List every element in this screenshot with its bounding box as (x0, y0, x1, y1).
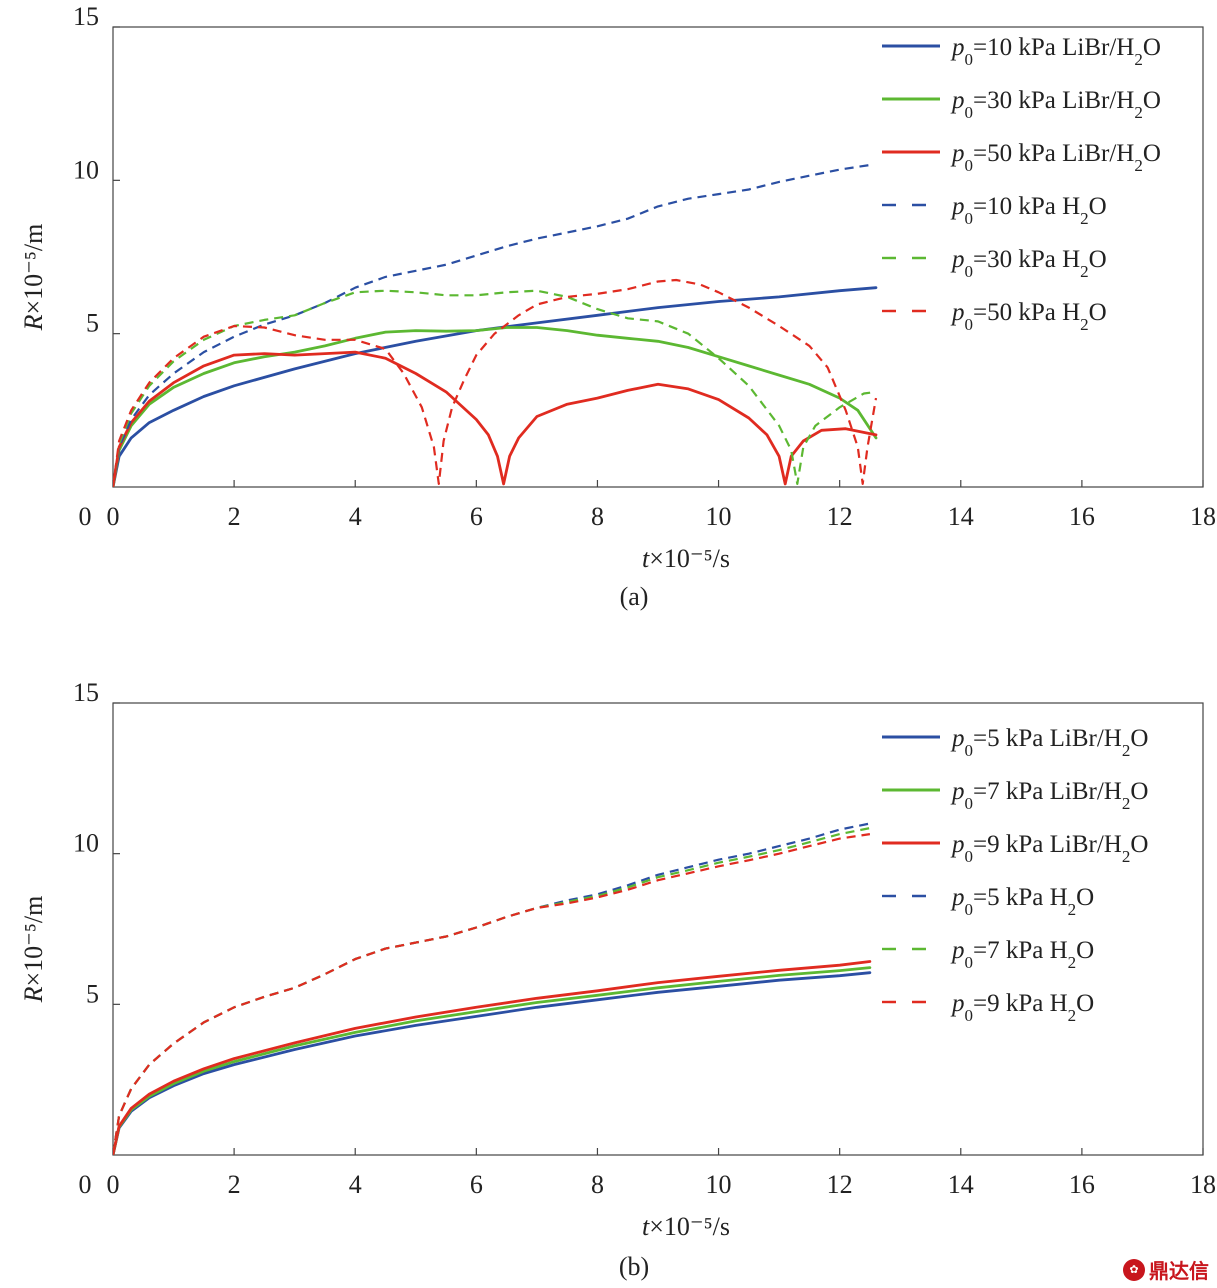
x-tick-label: 4 (349, 1170, 362, 1199)
series-line-5 (113, 827, 871, 1155)
legend-label: p0=5 kPa H2O (950, 884, 1094, 919)
series-line-6 (113, 833, 871, 1155)
y-axis-label: R×10⁻⁵/m (19, 224, 48, 332)
watermark-seal-icon: ✿ (1123, 1258, 1145, 1281)
x-tick-label: 16 (1069, 1170, 1095, 1199)
y-tick-label: 5 (86, 979, 99, 1008)
x-tick-label: 2 (228, 1170, 241, 1199)
chart-panel-a: 0 2 4 6 8 10 12 14 16 18 0 5 10 15 t×10⁻⁵/s R×10⁻⁵/m (a)… (19, 2, 1216, 611)
series-line-4 (113, 822, 871, 1155)
y-tick-label: 15 (73, 2, 99, 31)
series-line-2 (113, 326, 878, 487)
legend-label: p0=9 kPa H2O (950, 990, 1094, 1025)
x-axis-label: t×10⁻⁵/s (642, 1212, 730, 1241)
x-tick-label: 16 (1069, 502, 1095, 531)
watermark-logo: ✿ 鼎达信 (1123, 1255, 1209, 1284)
x-tick-label: 10 (706, 1170, 732, 1199)
legend-label: p0=7 kPa LiBr/H2O (950, 778, 1148, 813)
legend-label: p0=10 kPa H2O (950, 193, 1107, 228)
series-line-3 (113, 960, 872, 1155)
plot-frame (112, 702, 1204, 1156)
y-tick-label: 10 (73, 829, 99, 858)
x-tick-label: 10 (706, 502, 732, 531)
legend-label: p0=7 kPa H2O (950, 937, 1094, 972)
x-tick-label: 12 (827, 1170, 853, 1199)
legend-label: p0=30 kPa H2O (950, 246, 1107, 281)
legend-label: p0=30 kPa LiBr/H2O (950, 87, 1161, 122)
x-tick-label: 6 (470, 1170, 483, 1199)
legend-label: p0=10 kPa LiBr/H2O (950, 34, 1161, 69)
series-line-3 (113, 350, 878, 487)
x-tick-label: 0 (107, 1170, 120, 1199)
x-tick-label: 18 (1190, 502, 1216, 531)
legend-label: p0=50 kPa H2O (950, 299, 1107, 334)
y-axis-label: R×10⁻⁵/m (19, 896, 48, 1004)
y-tick-label: 15 (73, 678, 99, 707)
x-axis-label: t×10⁻⁵/s (642, 544, 730, 573)
legend-label: p0=9 kPa LiBr/H2O (950, 831, 1148, 866)
panel-caption: (a) (620, 582, 649, 611)
series-line-4 (113, 163, 871, 487)
y-tick-label: 10 (73, 155, 99, 184)
legend-label: p0=5 kPa LiBr/H2O (950, 725, 1148, 760)
x-tick-label: 6 (470, 502, 483, 531)
plot-frame (112, 26, 1204, 488)
x-tick-label: 8 (591, 502, 604, 531)
legend-label: p0=50 kPa LiBr/H2O (950, 140, 1161, 175)
y-tick-label: 0 (79, 1170, 92, 1199)
x-tick-label: 0 (107, 502, 120, 531)
watermark-text: 鼎达信 (1149, 1259, 1209, 1283)
x-tick-label: 12 (827, 502, 853, 531)
y-tick-label: 5 (86, 309, 99, 338)
x-tick-label: 8 (591, 1170, 604, 1199)
y-tick-label: 0 (79, 502, 92, 531)
x-tick-label: 4 (349, 502, 362, 531)
series-line-2 (113, 966, 872, 1155)
chart-panel-b: 0 2 4 6 8 10 12 14 16 18 0 5 10 15 t×10⁻⁵/s R×10⁻⁵/m (b)… (19, 678, 1216, 1281)
x-tick-label: 14 (948, 1170, 974, 1199)
x-tick-label: 14 (948, 502, 974, 531)
series-line-6 (113, 278, 878, 487)
x-tick-label: 2 (228, 502, 241, 531)
series-line-1 (113, 286, 878, 487)
x-tick-label: 18 (1190, 1170, 1216, 1199)
series-line-5 (113, 289, 877, 487)
panel-caption: (b) (619, 1252, 649, 1281)
